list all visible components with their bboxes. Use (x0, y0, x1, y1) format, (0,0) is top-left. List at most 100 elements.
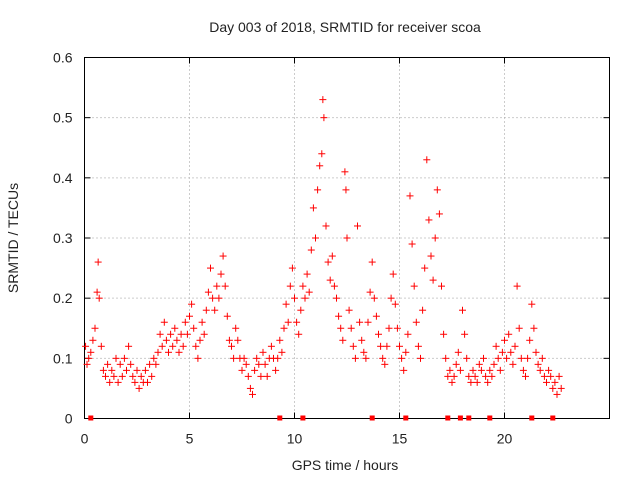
data-point (196, 336, 204, 344)
data-point (295, 330, 303, 338)
data-point (456, 366, 464, 374)
data-point (528, 300, 536, 308)
data-point (431, 234, 439, 242)
data-point (177, 330, 185, 338)
data-point (95, 294, 103, 302)
x-axis-label: GPS time / hours (292, 457, 399, 473)
data-point (94, 258, 102, 266)
data-point (133, 366, 141, 374)
data-point (480, 354, 487, 362)
data-point (251, 366, 259, 374)
data-point (106, 378, 114, 386)
data-point (116, 360, 124, 368)
data-point (360, 348, 368, 356)
data-point (198, 318, 206, 326)
data-point (475, 360, 483, 368)
data-point (209, 294, 217, 302)
data-point (85, 354, 93, 362)
data-point (291, 294, 298, 302)
data-point (335, 312, 343, 320)
data-point (358, 336, 366, 344)
data-point (257, 372, 265, 380)
data-point (461, 330, 469, 338)
y-tick-label: 0.2 (53, 290, 73, 306)
data-point (396, 342, 403, 350)
data-point (538, 354, 546, 362)
data-point (522, 372, 529, 380)
data-point (337, 324, 345, 332)
data-point (131, 378, 139, 386)
data-point (417, 354, 424, 362)
data-point (215, 294, 223, 302)
data-point (314, 186, 322, 194)
data-point (494, 354, 502, 362)
data-point (372, 312, 380, 320)
data-point (123, 366, 130, 374)
data-point (342, 186, 350, 194)
data-point (557, 384, 565, 392)
gap-marker (550, 415, 556, 421)
data-point (249, 390, 256, 398)
gap-marker (369, 415, 375, 421)
data-point (89, 336, 97, 344)
data-point (448, 378, 456, 386)
data-point (427, 252, 435, 260)
data-point (156, 330, 164, 338)
data-point (102, 372, 109, 380)
data-point (288, 264, 296, 272)
data-point (211, 306, 219, 314)
data-point (230, 354, 238, 362)
data-point (93, 288, 101, 296)
data-point (408, 240, 416, 248)
data-point (532, 348, 540, 356)
data-point (505, 330, 513, 338)
gap-marker (88, 415, 94, 421)
data-point (297, 306, 305, 314)
data-point (402, 348, 410, 356)
y-tick-label: 0.3 (53, 230, 73, 246)
data-point (421, 264, 429, 272)
data-point (165, 348, 172, 356)
data-point (425, 216, 433, 224)
data-point (549, 384, 557, 392)
data-point (391, 300, 399, 308)
data-point (120, 354, 128, 362)
data-point (278, 348, 286, 356)
data-point (482, 372, 490, 380)
data-point (183, 330, 191, 338)
data-point (513, 282, 521, 290)
data-point (207, 264, 214, 272)
data-point (213, 282, 221, 290)
y-tick-label: 0.6 (53, 50, 73, 66)
data-point (469, 366, 477, 374)
data-point (433, 186, 441, 194)
data-point (400, 366, 408, 374)
x-tick-label: 5 (186, 431, 194, 447)
y-tick-label: 0.4 (53, 170, 73, 186)
data-point (450, 372, 458, 380)
data-point (160, 318, 168, 326)
data-point (307, 246, 315, 254)
data-point (484, 378, 492, 386)
y-tick-labels: 0 0.1 0.2 0.3 0.4 0.5 0.6 (53, 50, 73, 427)
x-tick-label: 10 (287, 431, 303, 447)
data-point (385, 324, 393, 332)
data-point (471, 372, 479, 380)
gap-marker (529, 415, 535, 421)
data-point (97, 342, 105, 350)
data-point (276, 336, 284, 344)
data-point (284, 318, 292, 326)
data-point (545, 366, 553, 374)
chart-title: Day 003 of 2018, SRMTID for receiver sco… (209, 19, 481, 35)
data-point (144, 378, 151, 386)
data-point (188, 300, 196, 308)
data-point (534, 360, 542, 368)
data-point (330, 282, 338, 290)
data-point (503, 354, 511, 362)
data-point (259, 348, 267, 356)
data-point (286, 282, 294, 290)
data-point (519, 366, 527, 374)
data-point (169, 342, 177, 350)
x-tick-labels: 0 5 10 15 20 (81, 431, 513, 447)
x-tick-label: 20 (497, 431, 513, 447)
